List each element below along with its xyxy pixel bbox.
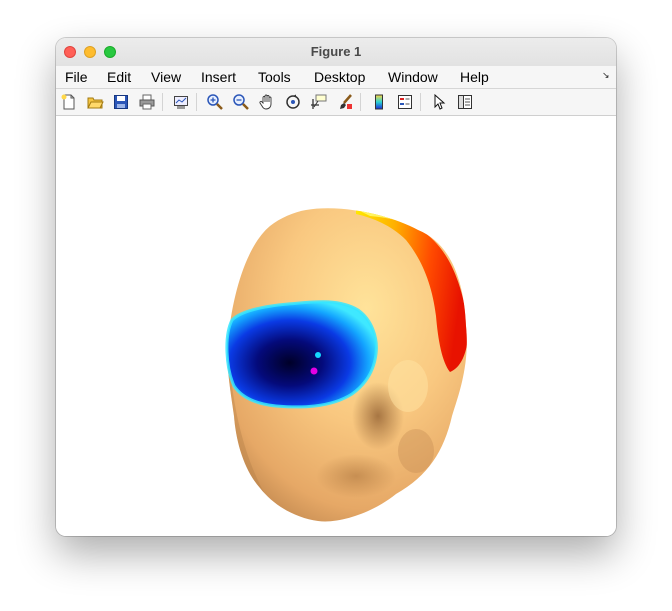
toolbar-separator [196,93,197,111]
menu-window[interactable]: Window [388,69,438,85]
dock-arrow-icon[interactable]: ↘ [602,70,610,80]
figure-window: Figure 1 File Edit View Insert Tools Des… [56,38,616,536]
open-file-icon[interactable] [86,93,104,111]
figure-toolbar [56,89,616,116]
window-title: Figure 1 [310,44,362,59]
toolbar-separator [420,93,421,111]
head-surface-plot[interactable] [56,116,616,536]
rotate-3d-icon[interactable] [284,93,302,111]
menu-tools[interactable]: Tools [258,69,291,85]
brush-icon[interactable] [336,93,354,111]
menu-help[interactable]: Help [460,69,489,85]
data-cursor-icon[interactable] [310,93,328,111]
property-editor-icon[interactable] [456,93,474,111]
magenta-marker [310,367,318,375]
figure-canvas[interactable] [56,116,616,536]
negative-activation-patch [226,301,377,407]
menu-insert[interactable]: Insert [201,69,237,85]
positive-activation-patch [356,210,467,372]
colorbar-icon[interactable] [370,93,388,111]
legend-icon[interactable] [396,93,414,111]
toolbar-separator [162,93,163,111]
pan-hand-icon[interactable] [258,93,276,111]
zoom-out-icon[interactable] [232,93,250,111]
menu-bar: File Edit View Insert Tools Desktop Wind… [56,66,616,89]
toolbar-separator [360,93,361,111]
cyan-marker [315,352,321,358]
link-plot-icon[interactable] [172,93,190,111]
maximize-button[interactable] [104,46,116,58]
save-icon[interactable] [112,93,130,111]
menu-edit[interactable]: Edit [107,69,132,85]
menu-view[interactable]: View [151,69,182,85]
title-bar[interactable]: Figure 1 [56,38,616,67]
close-button[interactable] [64,46,76,58]
pointer-icon[interactable] [430,93,448,111]
menu-desktop[interactable]: Desktop [314,69,366,85]
new-figure-icon[interactable] [60,93,78,111]
zoom-in-icon[interactable] [206,93,224,111]
menu-file[interactable]: File [65,69,88,85]
minimize-button[interactable] [84,46,96,58]
print-icon[interactable] [138,93,156,111]
